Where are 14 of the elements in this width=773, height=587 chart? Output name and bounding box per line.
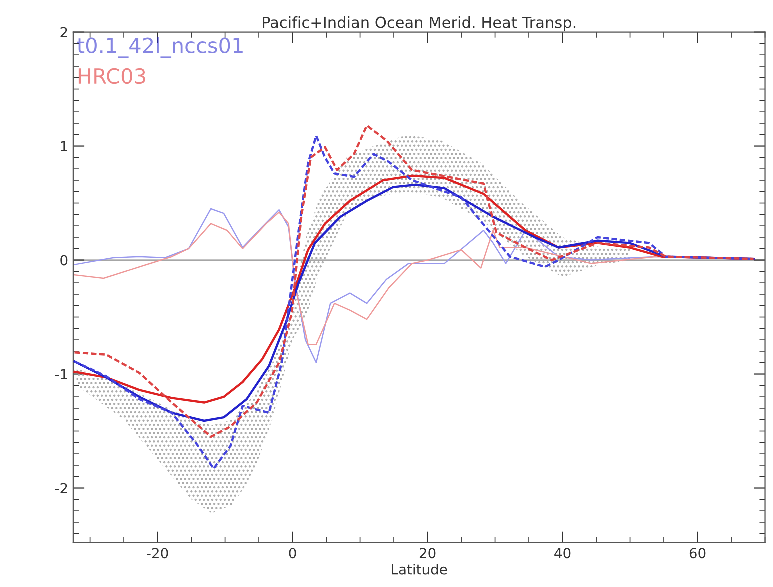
chart-title: Pacific+Indian Ocean Merid. Heat Transp.	[263, 16, 576, 32]
y-tick-label: -1	[55, 369, 68, 380]
x-tick-label: -20	[147, 548, 168, 559]
y-tick-label: 0	[60, 255, 68, 266]
y-tick-label: 1	[61, 141, 68, 152]
x-tick-label: 0	[289, 548, 296, 559]
x-tick-label: 20	[420, 548, 436, 559]
x-tick-label: 40	[554, 548, 571, 559]
x-tick-label: 60	[690, 548, 706, 559]
y-tick-label: 2	[60, 27, 68, 38]
text: HRC03	[78, 68, 146, 84]
text: t0.1_42l_nccs01	[77, 37, 243, 58]
y-tick-label: -2	[55, 483, 68, 494]
x-axis-title: Latitude	[392, 564, 448, 575]
